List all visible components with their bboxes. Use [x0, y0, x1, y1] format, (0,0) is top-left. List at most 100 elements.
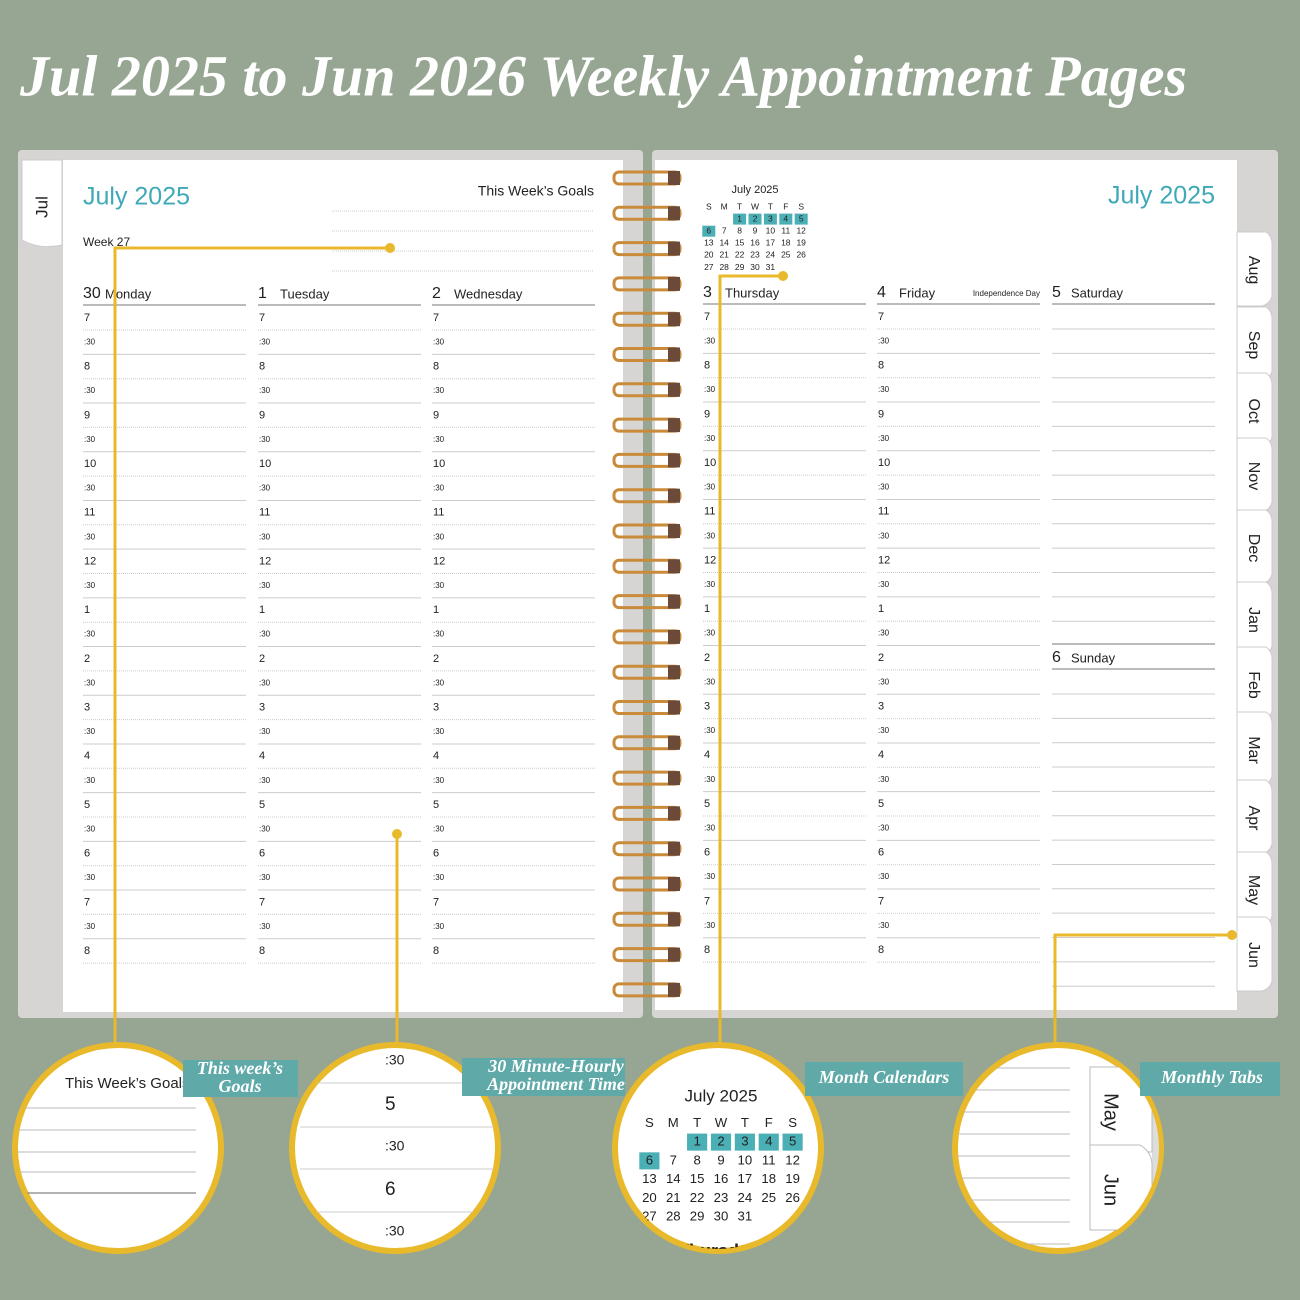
time-label: 11 — [259, 507, 270, 519]
time-label: 6 — [259, 848, 265, 860]
time-label: 4 — [84, 750, 90, 762]
time-label: :30 — [385, 1223, 405, 1239]
month-title: July 2025 — [83, 183, 190, 211]
tab-label: Sep — [1245, 331, 1262, 360]
time-label: :30 — [704, 921, 716, 930]
tab-label: Jul — [32, 196, 51, 218]
ring-hole — [668, 171, 680, 185]
time-label: :30 — [84, 630, 96, 639]
time-label: 5 — [259, 799, 265, 811]
calendar-day: 7 — [722, 225, 727, 235]
time-label: :30 — [259, 532, 271, 541]
holiday: Independence Day — [973, 289, 1040, 298]
time-label: :30 — [84, 532, 96, 541]
highlight — [763, 213, 777, 225]
time-label: :30 — [704, 385, 716, 394]
time-label: 7 — [84, 312, 90, 324]
ring-hole — [668, 382, 680, 397]
time-label: :30 — [433, 727, 445, 736]
time-label: :30 — [878, 775, 890, 784]
time-label: :30 — [259, 873, 271, 882]
time-label: :30 — [704, 434, 716, 443]
time-label: 3 — [704, 701, 710, 713]
time-label: 12 — [433, 555, 445, 567]
highlight — [733, 213, 747, 225]
time-label: 5 — [878, 798, 884, 810]
weekday: F — [783, 201, 788, 211]
time-label: 8 — [878, 360, 884, 372]
time-label: 6 — [704, 847, 710, 859]
ring-hole — [668, 771, 680, 786]
time-label: :30 — [84, 678, 96, 687]
time-label: 5 — [433, 799, 439, 811]
calendar-title: July 2025 — [685, 1087, 758, 1106]
ring-hole — [668, 418, 680, 433]
time-label: :30 — [878, 823, 890, 832]
tab-label: Apr — [1245, 806, 1262, 832]
calendar-day: 27 — [704, 262, 714, 272]
calendar-day: 18 — [781, 238, 791, 248]
time-label: :30 — [259, 678, 271, 687]
time-label: :30 — [259, 824, 271, 833]
planner-content: 30 Monday7:308:309:3010:3011:3012:301:302… — [83, 184, 1273, 992]
time-label: 4 — [704, 749, 710, 761]
time-label: 12 — [704, 554, 716, 566]
time-label: 10 — [433, 458, 445, 470]
tab-label: Oct — [1245, 399, 1262, 424]
time-label: :30 — [84, 435, 96, 444]
time-label: 8 — [259, 361, 265, 373]
calendar-day: 28 — [666, 1209, 681, 1224]
highlight — [702, 225, 716, 237]
goals-label: This Week’s Goals — [65, 1075, 190, 1092]
time-label: :30 — [433, 337, 445, 346]
calendar-day: 21 — [719, 250, 729, 260]
time-label: 1 — [878, 603, 884, 615]
week-label: Week 27 — [83, 235, 130, 249]
time-label: 12 — [84, 555, 96, 567]
calendar-day: 9 — [717, 1152, 724, 1167]
calendar-day: 24 — [766, 250, 776, 260]
time-label: :30 — [878, 872, 890, 881]
time-label: 2 — [259, 653, 265, 665]
time-label: :30 — [433, 922, 445, 931]
calendar-day: 22 — [690, 1190, 705, 1205]
time-label: :30 — [259, 386, 271, 395]
time-label: 2 — [704, 652, 710, 664]
calendar-day: 4 — [765, 1134, 772, 1149]
jul-tab — [21, 159, 63, 248]
time-label: :30 — [878, 483, 890, 492]
time-label: :30 — [433, 630, 445, 639]
day-name: Thursday — [678, 1241, 759, 1261]
time-label: 7 — [259, 312, 265, 324]
time-label: 1 — [84, 604, 90, 616]
calendar-day: 22 — [735, 250, 745, 260]
calendar-day: 8 — [693, 1152, 700, 1167]
ring-hole — [668, 665, 680, 680]
day-name: Tuesday — [280, 286, 330, 301]
tab-label: Jan — [1245, 607, 1262, 633]
time-label: :30 — [433, 435, 445, 444]
time-label: 3 — [259, 702, 265, 714]
time-label: 10 — [84, 458, 96, 470]
highlight — [748, 213, 762, 225]
calendar-day: 14 — [719, 238, 729, 248]
ring-hole — [668, 488, 680, 503]
time-label: :30 — [704, 531, 716, 540]
day-date: 5 — [1052, 284, 1061, 301]
weekday: F — [765, 1115, 773, 1130]
calendar-day: 17 — [766, 238, 776, 248]
weekday: M — [668, 1115, 679, 1130]
time-label: :30 — [704, 872, 716, 881]
time-label: :30 — [259, 484, 271, 493]
time-label: :30 — [259, 337, 271, 346]
callout-box — [462, 1058, 625, 1096]
calendar-day: 19 — [796, 238, 806, 248]
ring-hole — [668, 594, 680, 609]
month-title: July 2025 — [1108, 182, 1215, 210]
day-date: 3 — [703, 284, 712, 301]
time-label: :30 — [433, 776, 445, 785]
connector-dots — [385, 243, 1237, 940]
zoom-circle — [289, 1042, 501, 1254]
